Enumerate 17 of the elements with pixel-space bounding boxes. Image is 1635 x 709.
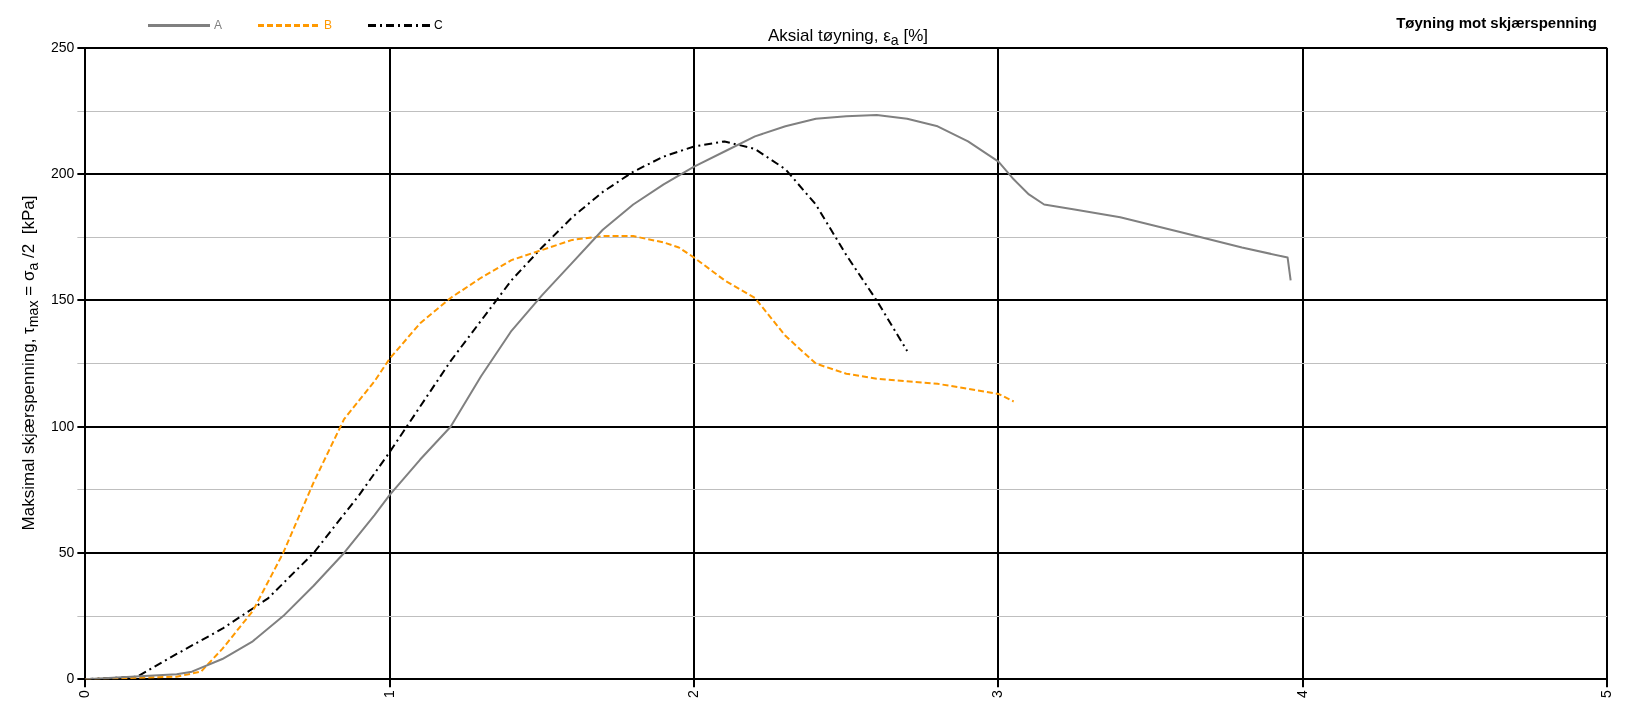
y-tick-label: 100 [51,417,75,434]
y-tick-label: 50 [58,543,75,560]
y-tick-label: 200 [51,165,75,182]
x-tick-label: 4 [1293,690,1310,699]
x-axis-title: Aksial tøyning, ε$_{a}$ [%] [768,26,929,49]
x-tick-label: 2 [684,690,701,699]
y-tick-label: 150 [51,291,75,308]
y-tick-label: 250 [51,38,75,55]
x-tick-label: 1 [380,690,397,699]
x-tick-label: 5 [1598,690,1615,699]
x-tick-label: 3 [989,690,1006,699]
text: A [214,18,223,32]
text: B [324,18,333,32]
chart-title: Tøyning mot skjærspenning [1396,14,1597,31]
text: C [434,18,443,32]
y-tick-label: 0 [66,670,75,687]
x-tick-label: 0 [76,690,93,699]
